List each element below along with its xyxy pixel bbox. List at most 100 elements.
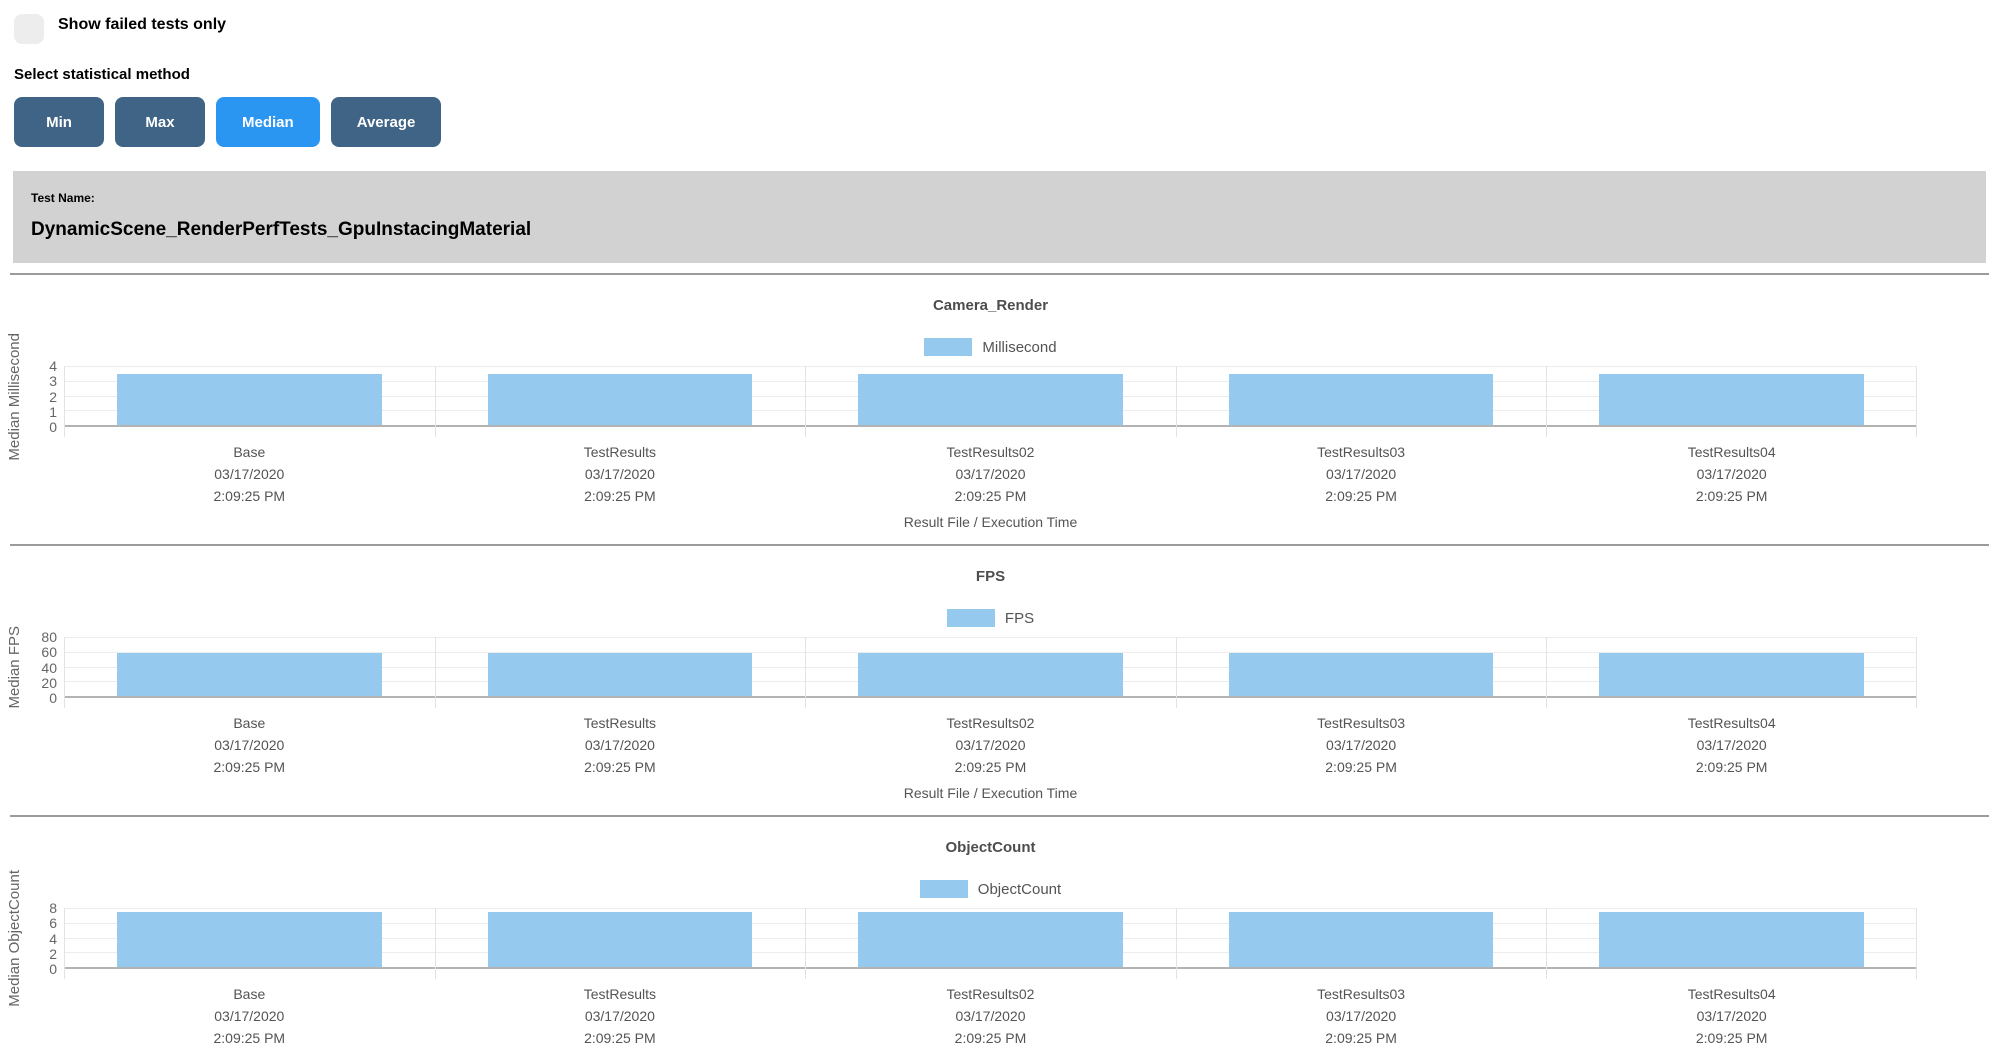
bar-base: [116, 374, 382, 425]
category-boundary-line: [64, 366, 65, 437]
x-axis-title: Result File / Execution Time: [903, 785, 1078, 801]
category-name: TestResults04: [1687, 986, 1776, 1002]
category-name: Base: [233, 444, 266, 460]
chart-legend[interactable]: FPS: [64, 609, 1917, 627]
plot-area: [64, 908, 1917, 979]
min-button[interactable]: Min: [14, 97, 104, 147]
tick-label: 3: [49, 373, 57, 390]
category-boundary-line: [1175, 637, 1177, 708]
x-axis-categories: Base 03/17/2020 2:09:25 PM TestResults 03/17…: [64, 983, 1917, 1049]
category-boundary-line: [434, 908, 436, 979]
legend-swatch-icon: [924, 338, 973, 356]
median-button[interactable]: Median: [216, 97, 320, 147]
bar-testresults02: [858, 374, 1123, 425]
category-name: TestResults02: [946, 986, 1035, 1002]
plot-area: [64, 366, 1917, 437]
tick-label: 40: [41, 659, 57, 676]
category-time: 2:09:25 PM: [584, 1030, 656, 1046]
top-controls: Show failed tests only Select statistica…: [0, 0, 1999, 147]
category-name: TestResults: [583, 986, 657, 1002]
tick-label: 0: [49, 690, 57, 706]
category-name: TestResults: [583, 444, 657, 460]
show-failed-label: Show failed tests only: [58, 16, 227, 33]
category-date: 03/17/2020: [1696, 1008, 1767, 1024]
y-axis-label: Median FPS: [5, 626, 23, 709]
chart-title: Camera_Render: [932, 297, 1049, 314]
chart-legend[interactable]: ObjectCount: [64, 880, 1917, 898]
chart-section-fps: FPS FPS Median FPS 0 20 40 60 80 Base 03/17/2…: [0, 546, 1999, 817]
category-boundary-line: [1175, 908, 1177, 979]
category-time: 2:09:25 PM: [213, 1030, 286, 1046]
category-date: 03/17/2020: [214, 1008, 285, 1024]
y-axis-label: Median Millisecond: [5, 332, 23, 461]
category-date: 03/17/2020: [955, 1008, 1026, 1024]
category-label: TestResults04 03/17/2020 2:09:25 PM: [1546, 712, 1917, 778]
category-boundary-line: [1175, 366, 1177, 437]
category-date: 03/17/2020: [1326, 1008, 1397, 1024]
bar-testresults03: [1228, 653, 1494, 696]
x-axis-categories: Base 03/17/2020 2:09:25 PM TestResults 03/17…: [64, 441, 1917, 507]
category-date: 03/17/2020: [584, 737, 655, 753]
bar-testresults04: [1599, 374, 1864, 425]
bar-testresults03: [1228, 374, 1494, 425]
tick-label: 8: [49, 900, 57, 916]
grid-line: [64, 908, 1917, 909]
category-time: 2:09:25 PM: [1325, 488, 1397, 504]
max-button[interactable]: Max: [115, 97, 205, 147]
category-name: TestResults03: [1317, 986, 1406, 1002]
section-divider: [10, 273, 1989, 275]
tick-label: 4: [49, 358, 57, 374]
category-name: TestResults03: [1317, 444, 1406, 460]
category-time: 2:09:25 PM: [213, 488, 286, 504]
category-date: 03/17/2020: [214, 466, 285, 482]
category-time: 2:09:25 PM: [1325, 1030, 1397, 1046]
bar-testresults02: [858, 653, 1123, 696]
chart-legend[interactable]: Millisecond: [64, 338, 1917, 356]
tick-label: 1: [49, 403, 57, 420]
category-date: 03/17/2020: [1326, 737, 1397, 753]
category-label: Base 03/17/2020 2:09:25 PM: [64, 712, 435, 778]
tick-label: 60: [41, 644, 57, 661]
category-time: 2:09:25 PM: [954, 488, 1027, 504]
legend-label: Millisecond: [982, 338, 1057, 356]
category-label: Base 03/17/2020 2:09:25 PM: [64, 983, 435, 1049]
category-boundary-line: [64, 637, 65, 708]
category-date: 03/17/2020: [214, 737, 285, 753]
category-boundary-line: [434, 366, 436, 437]
category-time: 2:09:25 PM: [584, 759, 656, 775]
category-label: TestResults02 03/17/2020 2:09:25 PM: [805, 983, 1176, 1049]
category-boundary-line: [805, 637, 807, 708]
tick-label: 0: [49, 419, 57, 435]
category-label: TestResults03 03/17/2020 2:09:25 PM: [1176, 441, 1547, 507]
category-label: TestResults03 03/17/2020 2:09:25 PM: [1176, 983, 1547, 1049]
legend-swatch-icon: [946, 609, 995, 627]
plot-area: [64, 637, 1917, 708]
category-date: 03/17/2020: [1696, 466, 1767, 482]
category-time: 2:09:25 PM: [954, 1030, 1027, 1046]
grid-line: [64, 366, 1917, 367]
chart-section-objectcount: ObjectCount ObjectCount Median ObjectCou…: [0, 817, 1999, 1049]
category-date: 03/17/2020: [584, 466, 655, 482]
category-boundary-line: [434, 637, 436, 708]
category-name: TestResults04: [1687, 715, 1776, 731]
bar-testresults03: [1228, 911, 1494, 967]
category-name: Base: [233, 715, 266, 731]
category-date: 03/17/2020: [584, 1008, 655, 1024]
x-axis-title: Result File / Execution Time: [903, 514, 1078, 530]
category-label: Base 03/17/2020 2:09:25 PM: [64, 441, 435, 507]
section-divider: [10, 815, 1989, 817]
show-failed-checkbox[interactable]: [14, 14, 44, 44]
category-label: TestResults03 03/17/2020 2:09:25 PM: [1176, 712, 1547, 778]
category-time: 2:09:25 PM: [584, 488, 656, 504]
test-name-banner: Test Name: DynamicScene_RenderPerfTests_…: [13, 171, 1986, 263]
y-axis-ticks: 0 20 40 60 80: [28, 630, 64, 705]
average-button[interactable]: Average: [330, 97, 442, 147]
chart-title: FPS: [975, 568, 1006, 585]
bar-testresults04: [1599, 653, 1864, 696]
category-label: TestResults02 03/17/2020 2:09:25 PM: [805, 712, 1176, 778]
bar-base: [116, 653, 382, 696]
stat-method-buttons: Min Max Median Average: [14, 97, 1985, 147]
category-name: TestResults04: [1687, 444, 1776, 460]
